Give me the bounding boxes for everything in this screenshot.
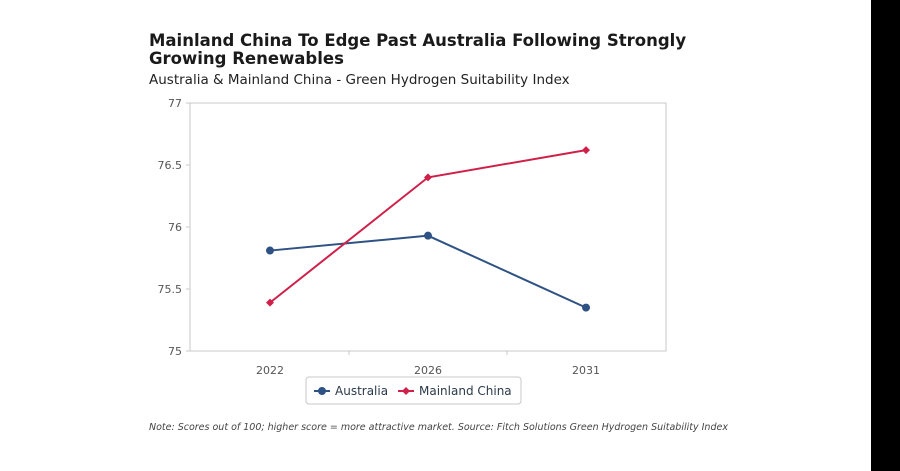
chart-title: Mainland China To Edge Past Australia Fo… [149, 31, 687, 68]
data-point-australia [266, 246, 274, 255]
x-tick-label: 2031 [572, 364, 600, 377]
legend: Australia Mainland China [305, 376, 522, 405]
legend-marker-australia [318, 387, 326, 395]
legend-label-australia: Australia [335, 384, 388, 398]
data-point-australia [582, 303, 590, 312]
chart-subtitle: Australia & Mainland China - Green Hydro… [149, 72, 570, 88]
legend-label-mainland-china: Mainland China [419, 384, 512, 398]
chart-note: Note: Scores out of 100; higher score = … [149, 422, 728, 433]
x-tick-label: 2022 [256, 364, 284, 377]
series-layer [266, 146, 590, 312]
data-point-mainland-china [266, 298, 274, 307]
x-axis: 2022 2026 2031 [256, 351, 600, 377]
y-tick-label: 76 [168, 221, 182, 234]
legend-marker-mainland-china [402, 387, 410, 395]
x-tick-label: 2026 [414, 364, 442, 377]
y-axis: 75 75.5 76 76.5 77 [158, 97, 190, 358]
black-side-bar [871, 0, 900, 471]
y-tick-label: 75 [168, 345, 182, 358]
y-tick-label: 75.5 [158, 283, 183, 296]
data-point-australia [424, 231, 432, 240]
y-tick-label: 77 [168, 97, 182, 110]
data-point-mainland-china [582, 146, 590, 155]
y-tick-label: 76.5 [158, 159, 183, 172]
plot-area [189, 102, 667, 352]
data-point-mainland-china [424, 173, 432, 182]
